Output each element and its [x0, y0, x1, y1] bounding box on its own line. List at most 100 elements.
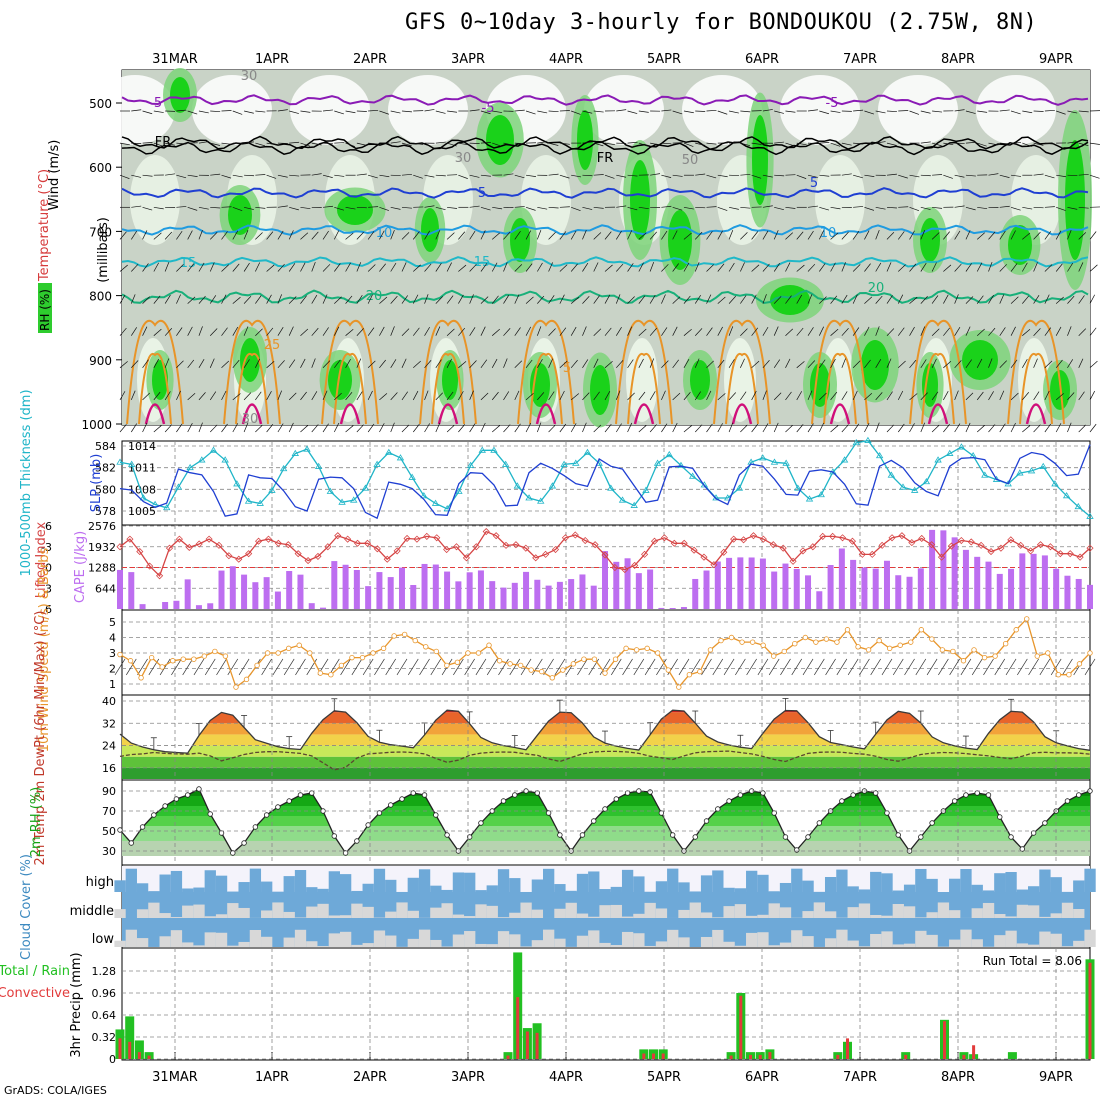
rh-series-point: [613, 796, 619, 802]
wind-speed-series-point: [886, 645, 893, 652]
wind-barb: [469, 205, 480, 208]
wind-barb: [796, 391, 803, 401]
wind-barb: [728, 295, 737, 304]
cape-bar: [680, 607, 687, 609]
cloud-bar: [407, 938, 419, 947]
cloud-bar: [261, 936, 273, 947]
rh-series-point: [230, 850, 236, 856]
lifted-index-series-point: [858, 550, 866, 558]
wind-barb-10m: [148, 658, 160, 676]
cloud-bar: [971, 908, 983, 918]
wind-barb: [559, 294, 565, 304]
wind-barb: [864, 206, 875, 211]
pressure-axis-label: (millibars): [96, 217, 111, 283]
wind-barb: [1078, 206, 1089, 209]
wind-barb: [514, 231, 521, 240]
slp-panel: [116, 436, 1094, 520]
wind-barb: [413, 174, 423, 179]
wind-barb: [311, 294, 318, 304]
contour-label: 15: [180, 256, 197, 271]
wind-barb: [142, 206, 153, 211]
wind-barb: [909, 423, 915, 433]
wind-barb: [153, 391, 161, 401]
cape-bar: [162, 602, 169, 609]
wind-barb: [435, 141, 446, 144]
lifted-index-series-point: [353, 539, 362, 547]
cape-bar: [748, 557, 755, 609]
rh-series-point: [782, 834, 789, 840]
wind-barb: [379, 423, 385, 433]
wind-barb: [514, 206, 525, 208]
thickness-series-point: [256, 499, 264, 506]
cloud-bar: [520, 902, 532, 918]
wind-speed-series-point: [254, 662, 260, 669]
wind-barb: [706, 294, 712, 304]
wind-barb: [931, 328, 940, 336]
cloud-bar: [531, 879, 544, 892]
rh-series-point: [591, 818, 597, 824]
wind-barb: [694, 231, 703, 240]
cape-bar: [320, 607, 327, 609]
wind-barb: [289, 141, 300, 144]
wind-barb: [176, 206, 187, 208]
wind-barb: [999, 423, 1006, 433]
cloud-bar: [317, 903, 329, 918]
wind10m-panel: [114, 616, 1096, 690]
wind-barb: [570, 296, 580, 304]
rh-series-point: [895, 832, 901, 838]
wind-barb: [582, 174, 593, 177]
wind-barb-10m: [825, 658, 836, 676]
cloud-bar: [565, 890, 577, 892]
cloud-bar: [655, 908, 668, 918]
lifted-index-series-point: [660, 534, 668, 542]
wind-barb: [852, 390, 858, 401]
cloud-bar: [1039, 916, 1051, 918]
thickness-series-point: [396, 454, 405, 461]
cloud-bar: [418, 929, 431, 947]
wind-barb: [954, 327, 961, 336]
rh-series-point: [985, 792, 992, 798]
cloud-bar: [373, 868, 386, 892]
precip-convective-bar: [962, 1054, 966, 1059]
wind-barb: [1089, 423, 1097, 433]
wind-barb: [176, 423, 183, 433]
cloud-bar: [610, 904, 622, 918]
lifted-index-series-point: [1017, 541, 1025, 549]
wind-barb: [480, 326, 486, 336]
precip-total-bar: [125, 1016, 135, 1059]
wind-barb: [661, 327, 668, 336]
contour-label: 15: [474, 255, 491, 270]
wind-barb: [1033, 391, 1040, 401]
wind-barb: [852, 423, 860, 433]
wind-barb: [638, 232, 647, 240]
wind-speed-series-point: [433, 648, 440, 655]
precip-tick-label: 1.28: [92, 965, 117, 978]
thickness-series-point: [1086, 512, 1094, 519]
wind-speed-series-point: [317, 670, 324, 676]
wind-barb-10m: [735, 658, 746, 676]
wind-barb: [898, 264, 906, 272]
wind-speed-series-point: [591, 656, 598, 662]
wind-barb: [740, 206, 751, 209]
wind-barb: [458, 361, 467, 369]
wind-barb: [311, 262, 316, 272]
cape-bar: [455, 581, 462, 609]
wind-speed-series-point: [454, 659, 461, 665]
wind-barb: [920, 230, 926, 240]
wind-barb: [1010, 230, 1016, 240]
wind-barb: [525, 423, 532, 433]
rh-dry-patch: [815, 155, 865, 245]
wind-barb: [130, 294, 136, 304]
cape-bar: [985, 561, 992, 609]
wind-barb-10m: [216, 658, 227, 676]
wind-barb: [672, 174, 683, 177]
wind-barb: [469, 327, 476, 336]
contour-freezing: [121, 135, 1089, 150]
cloud-bar: [960, 929, 972, 947]
wind-barb: [412, 294, 419, 304]
wind-barb-10m: [125, 658, 137, 676]
wind-barb: [852, 327, 860, 336]
cloud-bar: [272, 902, 284, 918]
wind-barb: [232, 206, 243, 212]
cloud-bar: [644, 902, 656, 918]
